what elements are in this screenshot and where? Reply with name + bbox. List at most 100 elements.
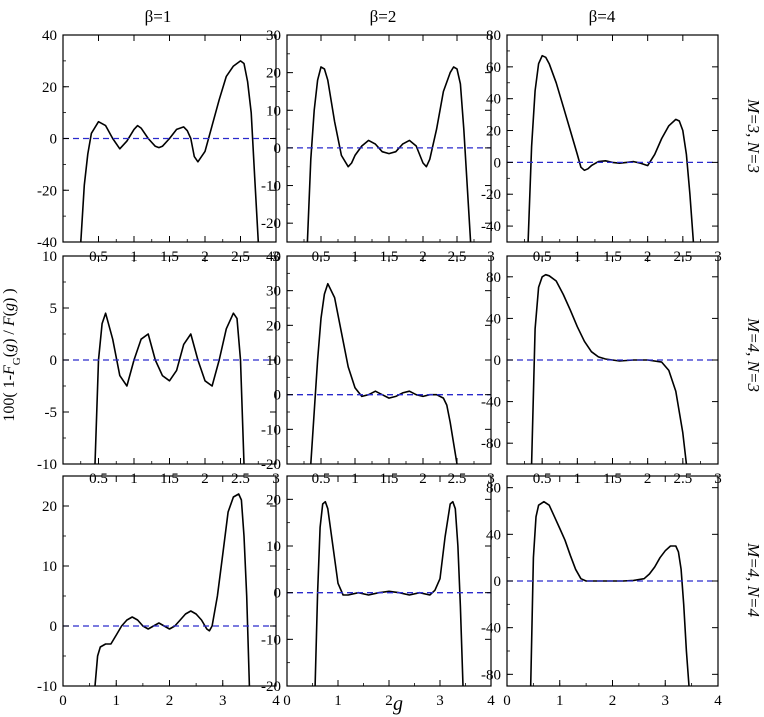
column-title-beta-4: β=4	[589, 7, 616, 26]
y-tick-label: -20	[261, 216, 281, 232]
y-tick-label: 0	[494, 155, 502, 171]
y-tick-label: -80	[481, 667, 501, 683]
column-title-beta-1: β=1	[145, 7, 172, 26]
x-tick-label: 0.5	[89, 471, 108, 487]
y-tick-label: 40	[266, 249, 281, 265]
y-tick-label: 60	[486, 60, 501, 76]
x-tick-label: 2.5	[673, 471, 692, 487]
figure-titles: β=1 β=2 β=4 M=3, N=3 M=4, N=3 M=4, N=4 1…	[1, 7, 763, 715]
x-tick-label: 4	[714, 693, 722, 709]
x-tick-label: 0	[283, 693, 291, 709]
column-title-beta-2: β=2	[370, 7, 397, 26]
x-tick-label: 3	[219, 693, 227, 709]
x-tick-label: 2.5	[231, 471, 250, 487]
x-tick-label: 0	[503, 693, 511, 709]
deviation-curve	[80, 60, 260, 242]
y-tick-label: 80	[486, 28, 501, 44]
deviation-curve	[529, 500, 690, 686]
y-tick-label: 0	[274, 388, 282, 404]
y-tick-label: -10	[261, 179, 281, 195]
y-tick-label: -10	[37, 457, 57, 473]
y-tick-label: -5	[45, 405, 58, 421]
series-group	[287, 500, 491, 686]
x-tick-label: 2	[609, 693, 617, 709]
y-tick-label: 0	[494, 353, 502, 369]
x-tick-label: 3	[436, 693, 444, 709]
x-tick-label: 4	[487, 693, 495, 709]
x-tick-label: 2	[201, 471, 209, 487]
x-tick-label: 0	[59, 693, 67, 709]
y-tick-label: -20	[261, 457, 281, 473]
x-tick-label: 1	[130, 471, 138, 487]
y-tick-label: 40	[486, 527, 501, 543]
y-tick-label: 10	[266, 103, 281, 119]
deviation-curve	[94, 493, 251, 686]
deviation-curve	[310, 282, 458, 464]
deviation-curve	[530, 273, 688, 464]
x-tick-label: 1	[556, 693, 564, 709]
y-tick-label: 0	[494, 574, 502, 590]
x-tick-label: 3	[662, 693, 670, 709]
row-label-m4-n4: M=4, N=4	[744, 542, 763, 617]
series-group	[287, 66, 491, 242]
x-tick-label: 2.5	[448, 471, 467, 487]
y-tick-label: 0	[50, 353, 58, 369]
deviation-curve	[527, 54, 695, 242]
panel-r2-c2: 0 1 2 3 4 -80 -40 0 40 80	[481, 475, 722, 709]
y-tick-label: -10	[261, 422, 281, 438]
series-group	[287, 282, 491, 464]
y-tick-label: 30	[266, 284, 281, 300]
y-tick-label: 10	[42, 249, 57, 265]
y-tick-label: 10	[42, 559, 57, 575]
deviation-curve	[314, 500, 464, 686]
series-group	[507, 54, 718, 242]
series-group	[507, 273, 718, 464]
y-tick-label: -20	[481, 187, 501, 203]
y-tick-label: -20	[261, 679, 281, 695]
deviation-curve	[306, 66, 472, 242]
x-tick-label: 4	[272, 693, 280, 709]
y-tick-label: -20	[37, 183, 57, 199]
y-tick-label: 40	[486, 92, 501, 108]
y-tick-label: -40	[481, 395, 501, 411]
y-tick-label: -40	[481, 219, 501, 235]
y-tick-label: 20	[42, 499, 57, 515]
y-tick-label: 40	[486, 311, 501, 327]
y-tick-label: 20	[486, 124, 501, 140]
y-tick-label: -40	[481, 621, 501, 637]
y-tick-label: 80	[486, 270, 501, 286]
y-tick-label: 30	[266, 28, 281, 44]
y-tick-label: 0	[274, 586, 282, 602]
y-tick-label: 40	[42, 28, 57, 44]
x-tick-label: 2	[385, 693, 393, 709]
y-tick-label: 20	[42, 80, 57, 96]
x-tick-label: 1	[574, 471, 582, 487]
series-group	[63, 312, 276, 464]
series-group	[507, 500, 718, 686]
x-tick-label: 1	[334, 693, 342, 709]
x-tick-label: 1	[351, 471, 359, 487]
row-label-m4-n3: M=4, N=3	[744, 317, 763, 392]
x-tick-label: 2	[166, 693, 174, 709]
x-tick-label: 2	[644, 471, 652, 487]
y-tick-label: 10	[266, 353, 281, 369]
deviation-curve	[94, 312, 245, 464]
x-tick-label: 0.5	[533, 471, 552, 487]
row-label-m3-n3: M=3, N=3	[744, 98, 763, 173]
plot-frame	[286, 34, 492, 243]
x-tick-label: 0.5	[312, 471, 331, 487]
y-tick-label: -80	[481, 436, 501, 452]
y-tick-label: -10	[37, 679, 57, 695]
y-tick-label: 0	[50, 132, 58, 148]
y-tick-label: 80	[486, 481, 501, 497]
y-tick-label: -40	[37, 235, 57, 251]
